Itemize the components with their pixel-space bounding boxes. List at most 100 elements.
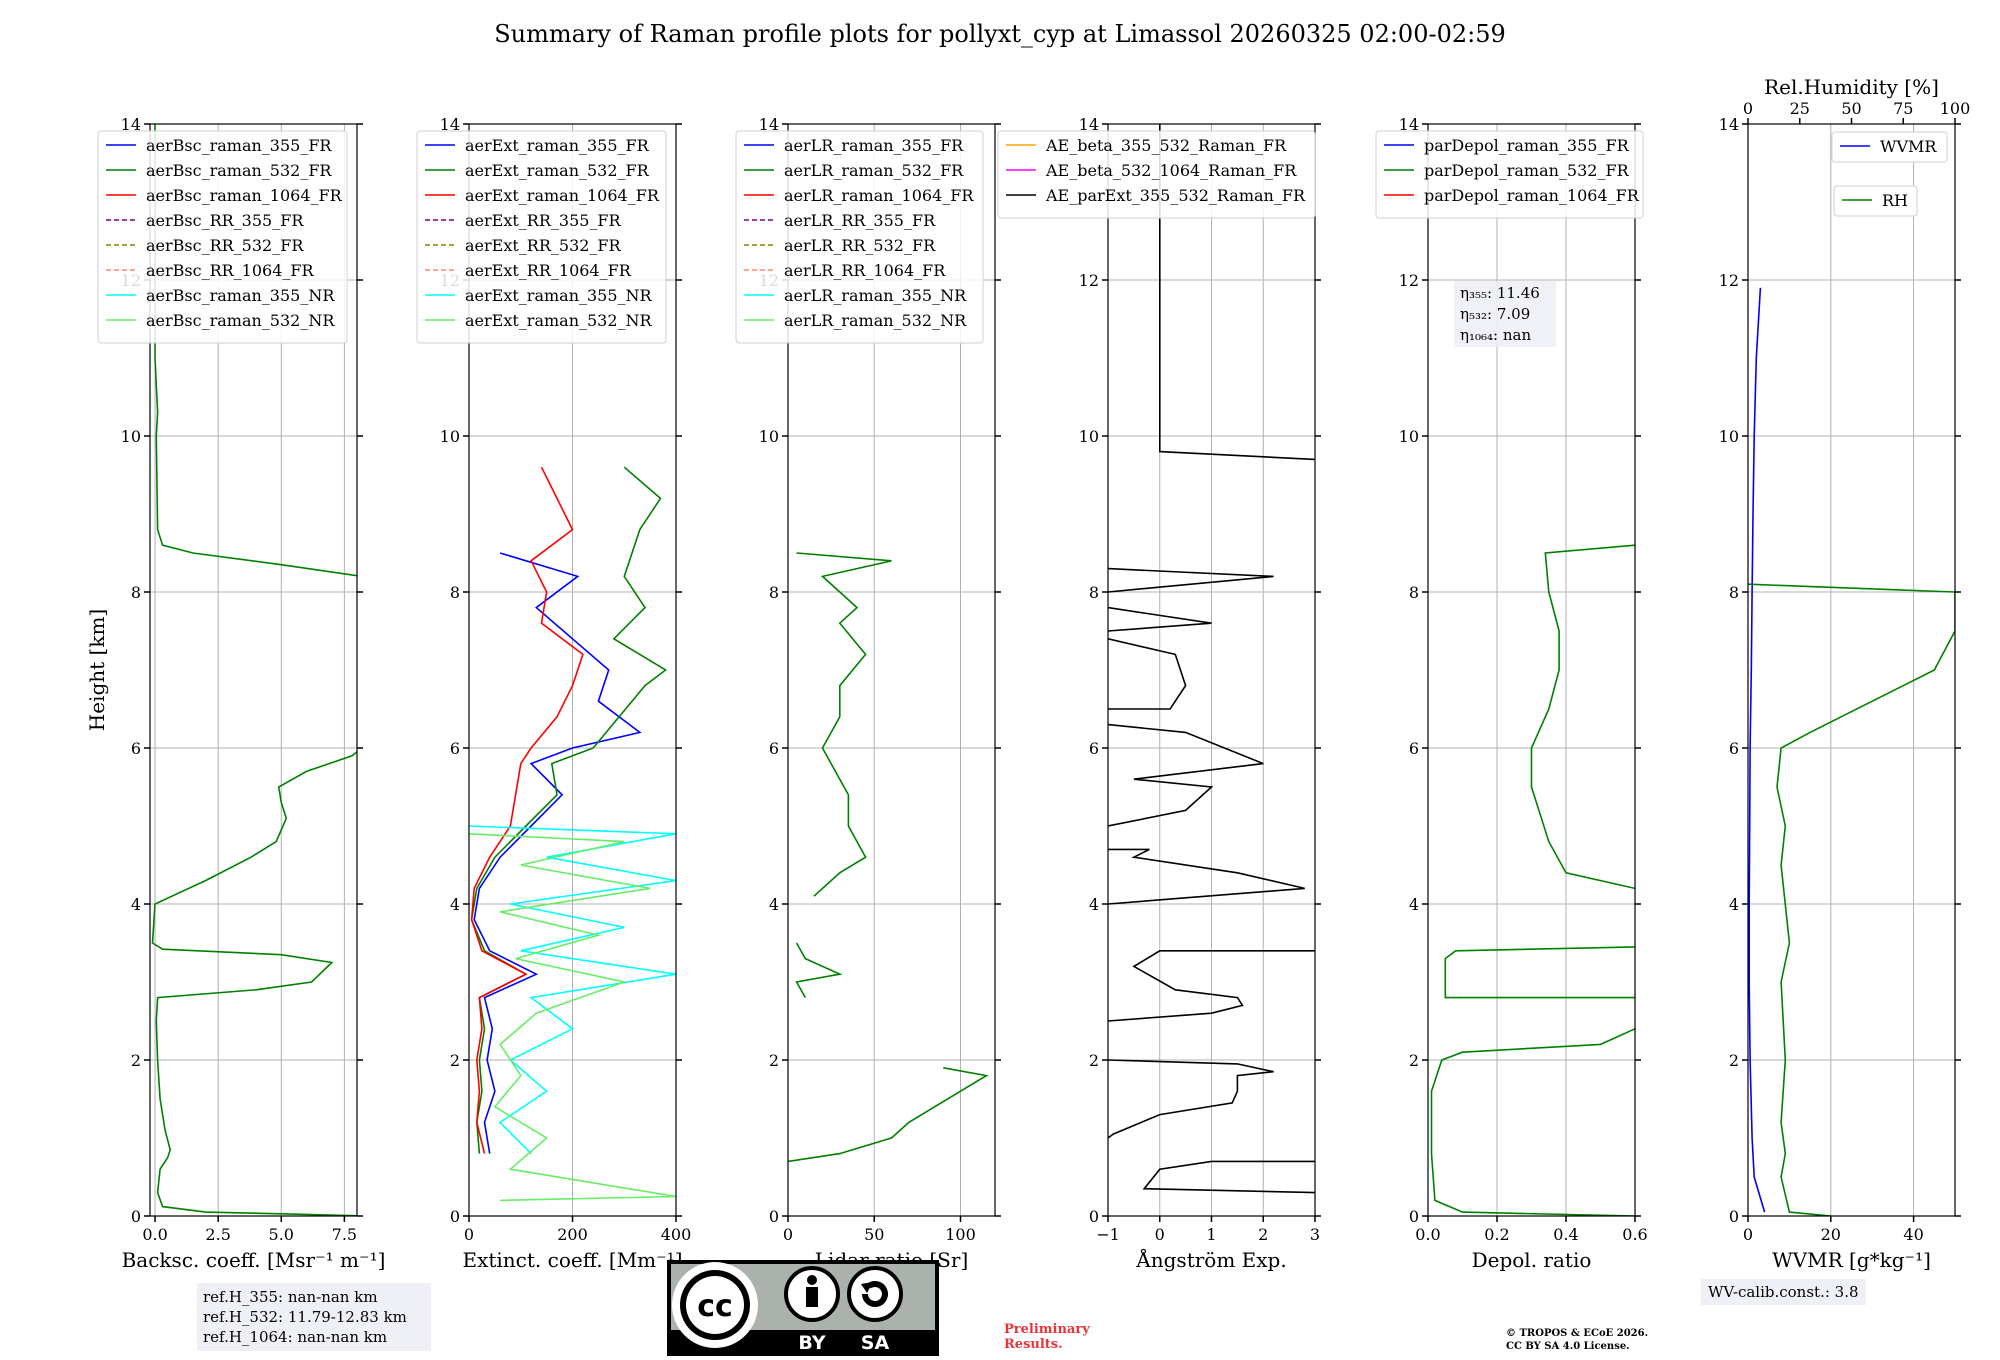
xtick-label: 50 xyxy=(864,1225,884,1244)
ytick-label: 2 xyxy=(769,1051,779,1070)
legend-label: aerLR_RR_355_FR xyxy=(784,211,936,230)
series-line-aerBsc_raman_532_FR xyxy=(151,750,357,1216)
legend-label: AE_beta_532_1064_Raman_FR xyxy=(1045,161,1297,180)
ytick-label: 8 xyxy=(1729,583,1739,602)
ytick-label: 14 xyxy=(759,115,779,134)
series-line-RH xyxy=(1748,583,1955,1216)
top-xtick-label: 0 xyxy=(1743,99,1753,118)
series-line-AE_parExt_355_532_Raman_FR_e xyxy=(1108,723,1264,827)
legend-label: aerBsc_RR_355_FR xyxy=(146,211,304,230)
xtick-label: 200 xyxy=(557,1225,588,1244)
legend-label: AE_beta_355_532_Raman_FR xyxy=(1045,136,1287,155)
series-line-AE_parExt_355_532_Raman_FR_h xyxy=(1108,567,1274,593)
top-xtick-label: 25 xyxy=(1790,99,1810,118)
panel-lidar_ratio: 02468101214050100Lidar ratio [Sr]aerLR_r… xyxy=(735,115,1001,1272)
ytick-label: 12 xyxy=(1719,271,1739,290)
ytick-label: 2 xyxy=(450,1051,460,1070)
series-line-aerLR_raman_532_FR_upper xyxy=(796,552,892,897)
ytick-label: 0 xyxy=(1089,1207,1099,1226)
series-line-WVMR xyxy=(1748,287,1766,1213)
legend-label: parDepol_raman_355_FR xyxy=(1424,136,1630,155)
legend-box xyxy=(735,130,984,344)
cc-license-badge-icon: cc BY SA xyxy=(667,1260,939,1356)
series-line-aerExt_raman_532_NR xyxy=(469,833,676,1202)
xtick-label: 40 xyxy=(1903,1225,1923,1244)
panel-depolarization: 0 2 4 6 8 10 12 14 0.0 0.2 0.4 0.6 Depol. ratio parDe… xyxy=(1375,115,1648,1272)
ytick-label: 14 xyxy=(121,115,141,134)
legend-box xyxy=(416,130,667,344)
x-axis-label: WVMR [g*kg⁻¹] xyxy=(1772,1248,1931,1272)
top-xtick-label: 75 xyxy=(1893,99,1913,118)
annotation-box xyxy=(1454,281,1556,347)
series-group xyxy=(151,124,357,1216)
legend-label: aerLR_raman_355_NR xyxy=(784,286,967,305)
ytick-label: 10 xyxy=(1719,427,1739,446)
legend-label: RH xyxy=(1882,191,1908,210)
series-line-AE_parExt_355_532_Raman_FR_g xyxy=(1108,606,1212,632)
legend-box xyxy=(97,130,348,344)
xtick-label: 2.5 xyxy=(205,1225,230,1244)
top-xtick-label: 50 xyxy=(1841,99,1861,118)
eta-label: η₃₅₅: 11.46 xyxy=(1460,284,1540,302)
ytick-label: 14 xyxy=(1079,115,1099,134)
legend-label: parDepol_raman_1064_FR xyxy=(1424,186,1640,205)
axes-frame xyxy=(1427,123,1636,1217)
x-axis-label: Extinct. coeff. [Mm⁻¹] xyxy=(462,1248,682,1272)
axes-frame xyxy=(787,123,996,1217)
ytick-label: 0 xyxy=(450,1207,460,1226)
xtick-label: 0 xyxy=(1155,1225,1165,1244)
legend-label: aerExt_RR_355_FR xyxy=(465,211,622,230)
ytick-label: 2 xyxy=(1729,1051,1739,1070)
xtick-label: 0 xyxy=(464,1225,474,1244)
legend: aerExt_raman_355_FR aerExt_raman_532_FRae… xyxy=(416,130,667,344)
ytick-label: 10 xyxy=(1399,427,1419,446)
legend-label: aerExt_raman_1064_FR xyxy=(465,186,660,205)
legend-label: parDepol_raman_532_FR xyxy=(1424,161,1630,180)
x-axis-label: Backsc. coeff. [Msr⁻¹ m⁻¹] xyxy=(122,1248,386,1272)
xtick-label: 1 xyxy=(1206,1225,1216,1244)
ytick-label: 10 xyxy=(1079,427,1099,446)
ytick-label: 10 xyxy=(759,427,779,446)
legend-label: aerExt_raman_532_FR xyxy=(465,161,650,180)
legend: WVMR RH xyxy=(1831,131,1948,217)
legend-label: aerExt_raman_355_FR xyxy=(465,136,650,155)
legend-label: aerBsc_RR_532_FR xyxy=(146,236,304,255)
series-line-aerExt_raman_532_FR xyxy=(470,466,668,1154)
series-group xyxy=(1430,544,1635,1216)
xtick-label: 3 xyxy=(1310,1225,1320,1244)
ytick-label: 4 xyxy=(450,895,460,914)
ytick-label: 2 xyxy=(1089,1051,1099,1070)
series-line-AE_parExt_355_532_Raman_FR_d xyxy=(1108,848,1305,905)
legend-box xyxy=(1375,130,1644,219)
ytick-label: 8 xyxy=(1409,583,1419,602)
ytick-label: 8 xyxy=(131,583,141,602)
copyright-note: © TROPOS & ECoE 2026. CC BY SA 4.0 Licen… xyxy=(1506,1327,1648,1353)
series-group xyxy=(788,552,989,1163)
xtick-label: 0.4 xyxy=(1553,1225,1578,1244)
figure-title: Summary of Raman profile plots for polly… xyxy=(494,20,1506,48)
series-line-parDepol_raman_532_FR xyxy=(1430,1028,1635,1216)
xtick-label: −1 xyxy=(1096,1225,1120,1244)
xtick-label: 100 xyxy=(945,1225,976,1244)
top-axis-label: Rel.Humidity [%] xyxy=(1764,75,1939,99)
preliminary-line2: Results. xyxy=(1004,1337,1063,1352)
legend-label: aerBsc_raman_1064_FR xyxy=(146,186,343,205)
legend-box xyxy=(1831,131,1948,163)
eta-label: η₅₃₂: 7.09 xyxy=(1460,305,1530,323)
legend-label: aerExt_RR_1064_FR xyxy=(465,261,632,280)
ytick-label: 10 xyxy=(121,427,141,446)
ytick-label: 8 xyxy=(450,583,460,602)
legend: aerBsc_raman_355_FR aerBsc_raman_532_FRae… xyxy=(97,130,348,344)
xtick-label: 0.6 xyxy=(1622,1225,1647,1244)
legend: aerLR_raman_355_FR aerLR_raman_532_FR aerL… xyxy=(735,130,984,344)
panel-extinction: 024681012140200400Extinct. coeff. [Mm⁻¹]… xyxy=(416,115,691,1272)
ytick-label: 2 xyxy=(1409,1051,1419,1070)
xtick-label: 2 xyxy=(1258,1225,1268,1244)
eta-annotations: η₃₅₅: 11.46 η₅₃₂: 7.09 η₁₀₆₄: nan xyxy=(1454,281,1556,347)
legend-label: aerLR_RR_1064_FR xyxy=(784,261,946,280)
xtick-label: 0.0 xyxy=(142,1225,167,1244)
legend-label: aerLR_raman_355_FR xyxy=(784,136,964,155)
series-line-AE_parExt_355_532_Raman_FR xyxy=(1142,1160,1315,1194)
